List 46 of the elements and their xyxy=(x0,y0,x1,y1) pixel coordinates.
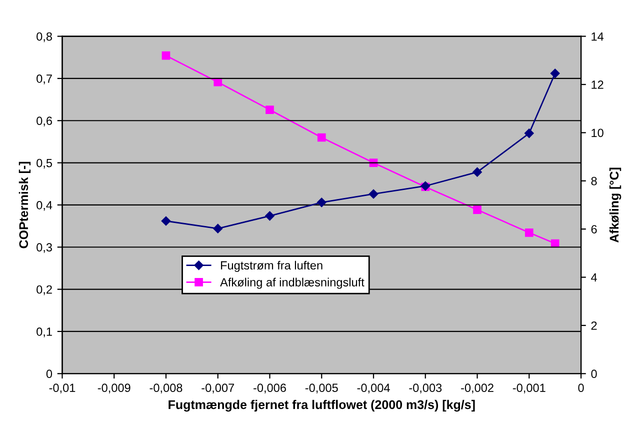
legend-label: Fugtstrøm fra luften xyxy=(221,260,322,272)
x-tick-label: -0,003 xyxy=(409,384,442,394)
y2-tick-label: 0 xyxy=(591,370,597,378)
y-tick-label: 0,3 xyxy=(36,243,52,253)
y-tick-label: 0,2 xyxy=(36,285,52,296)
y2-tick-label: 2 xyxy=(591,321,597,330)
x-tick-label: -0,008 xyxy=(150,384,182,394)
point xyxy=(524,128,534,138)
y-tick-label: 0,4 xyxy=(36,200,52,211)
y-tick-label: 0,5 xyxy=(36,158,52,169)
point xyxy=(265,211,274,221)
point xyxy=(368,189,378,199)
legend-label: Afkøling af indblæsningsluft xyxy=(220,278,364,289)
x-tick-label: -0,005 xyxy=(305,384,338,394)
y-axis-title: COPtermisk [-] xyxy=(18,162,31,248)
y2-tick-label: 4 xyxy=(591,273,597,282)
y-tick-label: 0,7 xyxy=(36,74,52,84)
y-tick-label: 0,8 xyxy=(36,32,52,42)
y2-tick-label: 6 xyxy=(591,225,597,234)
point xyxy=(550,68,560,78)
point xyxy=(161,216,171,226)
x-tick-label: -0,006 xyxy=(254,384,286,394)
point xyxy=(317,133,326,142)
y-tick-label: 0,1 xyxy=(36,327,52,338)
x-tick-label: -0,002 xyxy=(461,384,494,394)
x-tick-label: -0,001 xyxy=(512,384,546,394)
x-tick-label: -0,004 xyxy=(357,384,390,394)
point xyxy=(162,51,170,60)
x-tick-label: -0,01 xyxy=(49,384,76,394)
x-tick-label: -0,007 xyxy=(202,384,234,394)
point xyxy=(472,167,482,177)
point xyxy=(213,224,222,234)
y2-tick-label: 8 xyxy=(591,176,597,186)
point xyxy=(473,206,482,214)
y-tick-label: 0 xyxy=(46,370,52,378)
y2-tick-label: 12 xyxy=(592,80,604,89)
point xyxy=(524,228,534,237)
x-axis-title: Fugtmængde fjernet fra luftflowet (2000 m3/s) [kg/s] xyxy=(168,400,475,412)
y2-axis-title: Afkøling [°C] xyxy=(609,168,622,243)
point xyxy=(317,198,326,208)
y2-tick-label: 14 xyxy=(592,32,604,41)
x-tick-label: 0 xyxy=(578,384,584,392)
y-tick-label: 0,6 xyxy=(36,116,52,126)
x-tick-label: -0,009 xyxy=(98,384,130,394)
point xyxy=(266,106,274,114)
y2-tick-label: 10 xyxy=(592,128,604,138)
